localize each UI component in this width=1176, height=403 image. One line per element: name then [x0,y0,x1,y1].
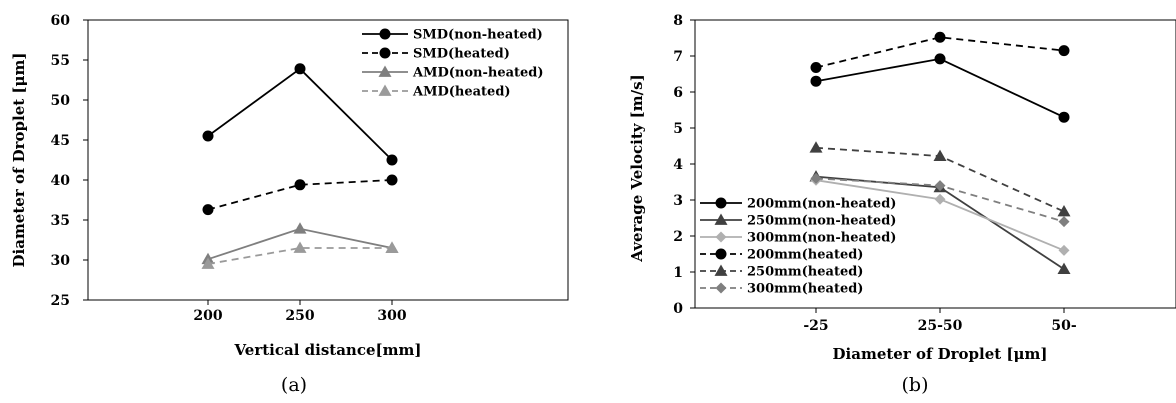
data-point [810,172,822,184]
legend-b: 200mm(non-heated) 250mm(non-heated) 300mm(… [700,197,896,297]
x-tick-label: -25 [803,318,828,334]
x-tick-label: 250 [285,308,314,324]
data-point [201,257,215,269]
legend-marker [714,264,728,276]
data-point [1058,216,1070,228]
y-axis-label-a: Diameter of Droplet [μm] [10,53,28,268]
legend-label: AMD(heated) [412,85,511,100]
y-tick-label: 50 [51,93,71,109]
legend-marker [378,84,392,96]
data-point [385,241,399,253]
data-point [294,63,306,75]
legend-label: 300mm(heated) [747,282,863,297]
series-line [815,57,1065,119]
data-point [293,222,307,234]
y-tick-label: 6 [673,85,683,101]
data-point [1058,244,1070,256]
legend-marker [378,65,392,77]
legend-marker [715,197,727,209]
y-tick-label: 0 [673,301,683,317]
data-point [934,180,946,192]
x-tick-label: 300 [377,308,406,324]
data-point [1058,45,1070,57]
data-point [934,31,946,43]
data-point [934,53,946,65]
legend-marker [714,213,728,225]
y-tick-label: 60 [51,13,71,29]
data-point [810,62,822,74]
y-tick-label: 30 [51,253,71,269]
y-tick-label: 55 [51,53,70,69]
y-tick-label: 35 [51,213,70,229]
x-tick-label: 50- [1051,318,1076,334]
series-line [207,179,393,211]
y-tick-label: 3 [673,193,683,209]
series-line [207,67,393,161]
y-tick-label: 5 [673,121,683,137]
y-tick-label: 7 [673,49,683,65]
legend-marker [379,47,391,59]
x-ticks-b: -25 25-50 50- [803,308,1077,334]
y-tick-label: 8 [673,13,683,29]
y-tick-label: 1 [673,265,683,281]
y-ticks-a: 25 30 35 40 45 50 55 60 [51,13,88,309]
data-point [202,130,214,142]
legend-label: SMD(heated) [413,47,510,62]
legend-label: AMD(non-heated) [412,66,544,81]
caption-b: (b) [902,374,929,396]
data-point [386,154,398,166]
y-tick-label: 40 [51,173,71,189]
y-tick-label: 4 [673,157,683,173]
legend-label: SMD(non-heated) [413,28,543,43]
legend-marker [379,28,391,40]
legend-label: 250mm(heated) [747,265,863,280]
data-point [809,141,823,153]
data-point [293,241,307,253]
series-lines-b [809,31,1071,274]
legend-marker [715,231,727,243]
y-axis-label-b: Average Velocity [m/s] [628,74,646,262]
data-point [202,204,214,216]
x-axis-label-a: Vertical distance[mm] [234,341,422,359]
legend-a: SMD(non-heated) SMD(heated) AMD(non-heated… [362,28,544,100]
data-point [386,174,398,186]
y-ticks-b: 0 1 2 3 4 5 6 7 8 [673,13,695,317]
data-point [934,193,946,205]
x-tick-label: 25-50 [918,318,963,334]
x-axis-label-b: Diameter of Droplet [μm] [833,345,1048,363]
y-tick-label: 2 [673,229,683,245]
x-ticks-a: 200 250 300 [193,300,407,324]
data-point [933,149,947,161]
plot-frame-a [87,19,569,301]
data-point [294,179,306,191]
legend-label: 200mm(heated) [747,248,863,263]
legend-marker [715,248,727,260]
data-point [1057,205,1071,217]
y-tick-label: 25 [51,293,70,309]
legend-marker [715,282,727,294]
data-point [1057,262,1071,274]
series-line [815,36,1065,69]
legend-label: 250mm(non-heated) [747,214,896,229]
legend-label: 300mm(non-heated) [747,231,896,246]
x-tick-label: 200 [193,308,222,324]
caption-a: (a) [281,374,307,396]
chart-a: 25 30 35 40 45 50 55 60 200 250 300 SMD(non-heate… [10,13,569,396]
legend-label: 200mm(non-heated) [747,197,896,212]
data-point [810,75,822,87]
data-point [1058,111,1070,123]
y-tick-label: 45 [51,133,70,149]
series-lines-a [201,63,399,269]
